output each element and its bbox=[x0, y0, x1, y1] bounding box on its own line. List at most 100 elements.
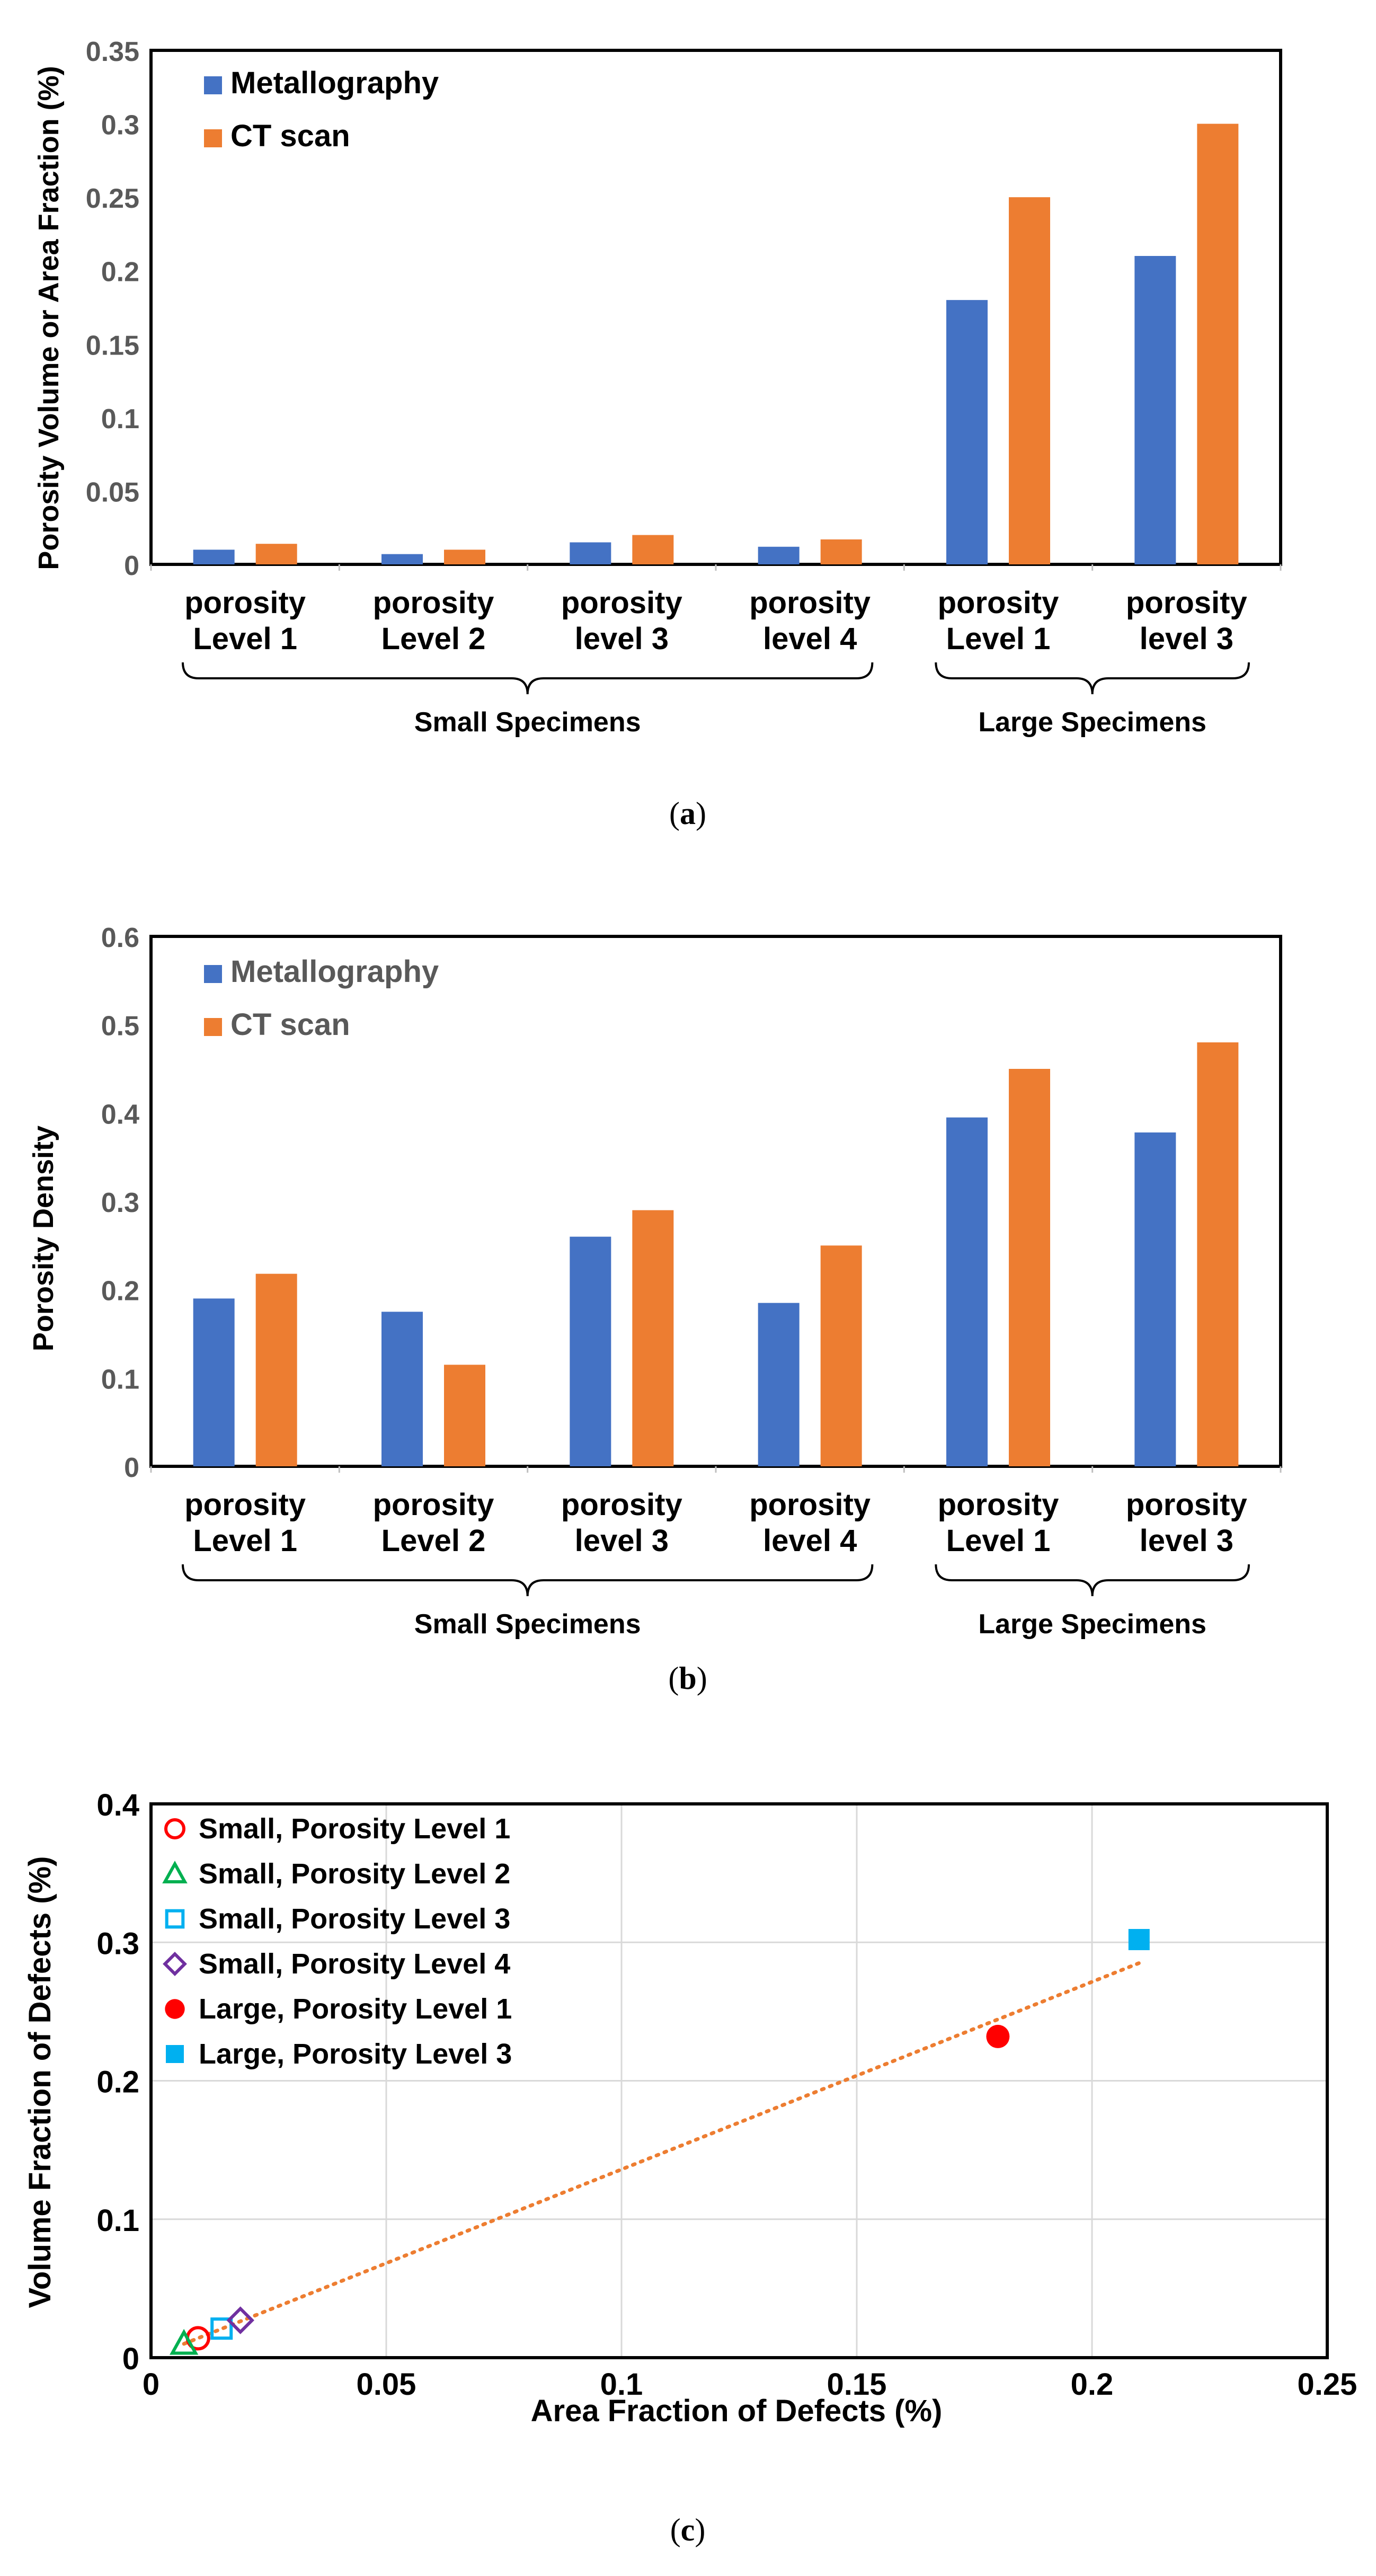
category-label-line2: Level 2 bbox=[381, 1524, 486, 1558]
panel-c-caption: (c) bbox=[670, 2512, 706, 2547]
bar-metallography bbox=[570, 1236, 611, 1466]
category-label-line2: level 4 bbox=[763, 1524, 857, 1558]
chart-b-group-labels: Small Specimens Large Specimens bbox=[182, 1564, 1250, 1640]
legend-marker bbox=[166, 2045, 184, 2063]
category-label-line1: porosity bbox=[561, 586, 682, 620]
legend-label: Large, Porosity Level 1 bbox=[199, 1993, 512, 2025]
category-label-line2: level 3 bbox=[1140, 622, 1233, 656]
category-label-line1: porosity bbox=[938, 1488, 1059, 1522]
category-label-line1: porosity bbox=[373, 1488, 494, 1522]
category-label-line1: porosity bbox=[938, 586, 1059, 620]
chart-c-legend: Small, Porosity Level 1 Small, Porosity L… bbox=[162, 1813, 512, 2070]
y-tick-label: 0.1 bbox=[101, 1364, 139, 1395]
category-label-line2: Level 1 bbox=[193, 622, 297, 656]
bar-ct-scan bbox=[1197, 123, 1239, 565]
group-brace bbox=[935, 1564, 1250, 1597]
category-label-line2: Level 1 bbox=[946, 1524, 1051, 1558]
legend-label: Small, Porosity Level 4 bbox=[199, 1948, 510, 1980]
legend-label: Small, Porosity Level 3 bbox=[199, 1903, 510, 1935]
chart-c-points bbox=[170, 1929, 1150, 2355]
y-tick-label: 0.3 bbox=[96, 1926, 139, 1961]
bar-metallography bbox=[193, 550, 235, 564]
y-tick-label: 0.05 bbox=[86, 477, 139, 508]
legend-swatch bbox=[204, 1018, 222, 1036]
category-label-line2: level 4 bbox=[763, 622, 857, 656]
bar-ct-scan bbox=[1009, 197, 1050, 565]
panel-b: 0 0.1 0.2 0.3 0.4 0.5 0.6 porosity Level 1 poros… bbox=[0, 857, 1376, 1714]
legend-label: CT scan bbox=[230, 119, 350, 153]
bar-metallography bbox=[381, 1312, 423, 1466]
y-tick-label: 0 bbox=[124, 551, 139, 581]
bar-ct-scan bbox=[255, 544, 297, 564]
bar-metallography bbox=[758, 1303, 800, 1466]
bar-ct-scan bbox=[1009, 1069, 1050, 1466]
category-label-line1: porosity bbox=[184, 1488, 306, 1522]
scatter-point bbox=[986, 2024, 1010, 2048]
bar-metallography bbox=[193, 1298, 235, 1466]
bar-metallography bbox=[381, 554, 423, 564]
legend-marker bbox=[163, 1952, 187, 1976]
category-label-line2: Level 1 bbox=[946, 622, 1051, 656]
chart-b-legend: Metallography CT scan bbox=[204, 954, 439, 1042]
legend-marker bbox=[165, 1909, 185, 1929]
panel-a: 0 0.05 0.1 0.15 0.2 0.25 0.3 0.35 porosity Level… bbox=[0, 0, 1376, 857]
x-tick-label: 0 bbox=[143, 2367, 159, 2402]
y-tick-label: 0.2 bbox=[96, 2065, 139, 2100]
legend-label: Metallography bbox=[230, 66, 439, 100]
category-label-line2: level 3 bbox=[1140, 1524, 1233, 1558]
category-label-line1: porosity bbox=[749, 1488, 871, 1522]
x-tick-label: 0.05 bbox=[357, 2367, 416, 2402]
y-tick-label: 0.1 bbox=[101, 404, 139, 435]
group-label: Small Specimens bbox=[414, 1609, 641, 1640]
group-brace bbox=[182, 1564, 874, 1597]
x-tick-label: 0.2 bbox=[1071, 2367, 1114, 2402]
y-tick-label: 0.4 bbox=[96, 1788, 139, 1822]
scatter-point bbox=[170, 2329, 199, 2355]
bar-ct-scan bbox=[444, 550, 485, 564]
chart-c-svg: 0 0.1 0.2 0.3 0.4 0 0.05 0.1 0.15 0.2 0.25 Small,… bbox=[23, 1788, 1357, 2547]
chart-b-y-ticks: 0 0.1 0.2 0.3 0.4 0.5 0.6 bbox=[101, 923, 139, 1483]
y-tick-label: 0.2 bbox=[101, 1276, 139, 1307]
category-label-line1: porosity bbox=[1126, 586, 1247, 620]
bar-metallography bbox=[570, 542, 611, 564]
chart-a-svg: 00.050.10.150.20.250.30.35 porosityLevel… bbox=[33, 37, 1282, 831]
panel-c: 0 0.1 0.2 0.3 0.4 0 0.05 0.1 0.15 0.2 0.25 Small,… bbox=[0, 1714, 1376, 2576]
legend-marker bbox=[162, 1861, 188, 1883]
chart-b-bars bbox=[150, 1042, 1282, 1473]
category-label-line1: porosity bbox=[749, 586, 871, 620]
category-label-line1: porosity bbox=[561, 1488, 682, 1522]
legend-label: Large, Porosity Level 3 bbox=[199, 2038, 512, 2070]
legend-label: CT scan bbox=[230, 1007, 350, 1042]
bar-ct-scan bbox=[632, 1210, 674, 1466]
y-tick-label: 0.15 bbox=[86, 330, 139, 361]
bar-ct-scan bbox=[255, 1273, 297, 1466]
y-tick-label: 0.35 bbox=[86, 37, 139, 67]
legend-label: Metallography bbox=[230, 954, 439, 989]
chart-c-x-axis-title: Area Fraction of Defects (%) bbox=[531, 2394, 943, 2428]
category-label-line1: porosity bbox=[184, 586, 306, 620]
legend-marker bbox=[165, 1999, 185, 2019]
bar-metallography bbox=[1134, 1132, 1176, 1466]
legend-label: Small, Porosity Level 1 bbox=[199, 1813, 510, 1845]
panel-a-caption: (a) bbox=[669, 796, 706, 831]
trendline bbox=[182, 1961, 1141, 2346]
chart-a-y-ticks: 0 0.05 0.1 0.15 0.2 0.25 0.3 0.35 bbox=[86, 37, 139, 581]
chart-c-y-axis-title: Volume Fraction of Defects (%) bbox=[23, 1856, 57, 2308]
y-tick-label: 0.3 bbox=[101, 1188, 139, 1218]
y-tick-label: 0.2 bbox=[101, 257, 139, 288]
group-label: Large Specimens bbox=[978, 707, 1206, 738]
chart-a-bars bbox=[150, 123, 1282, 571]
panel-b-caption: (b) bbox=[668, 1661, 707, 1696]
chart-a-group-labels: Small Specimens Large Specimens bbox=[182, 662, 1250, 738]
chart-a-y-axis-title: Porosity Volume or Area Fraction (%) bbox=[33, 66, 65, 570]
group-label: Large Specimens bbox=[978, 1609, 1206, 1640]
y-tick-label: 0.1 bbox=[96, 2203, 139, 2238]
bar-ct-scan bbox=[1197, 1042, 1239, 1466]
legend-swatch bbox=[204, 129, 222, 147]
scatter-point bbox=[226, 2306, 254, 2334]
category-label-line2: Level 1 bbox=[193, 1524, 297, 1558]
